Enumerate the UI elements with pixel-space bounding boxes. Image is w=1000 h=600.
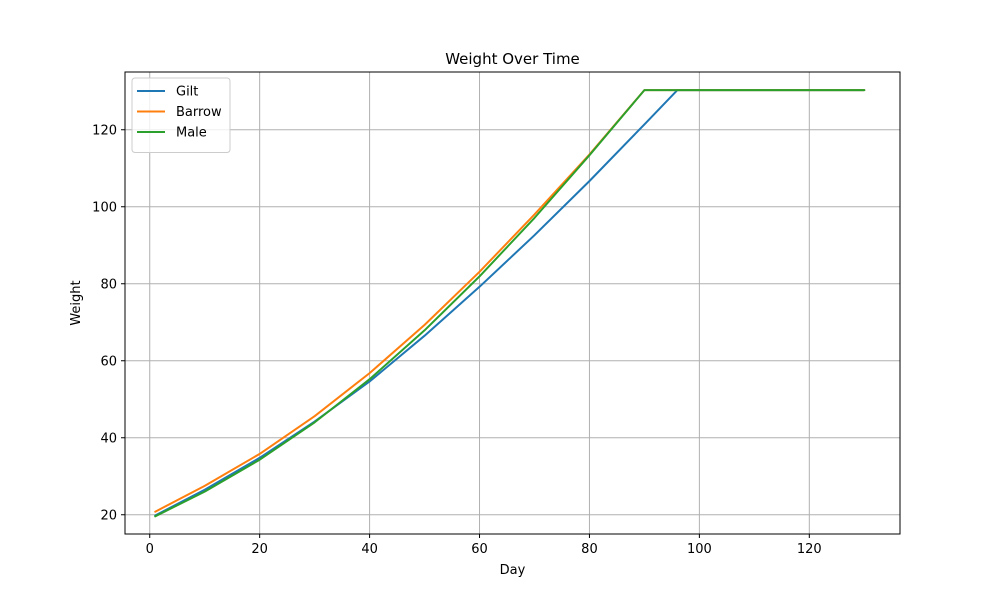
y-tick-label: 20 [100, 508, 117, 523]
legend-label-barrow: Barrow [176, 105, 222, 120]
legend: Gilt Barrow Male [131, 77, 231, 153]
x-tick-label: 120 [797, 542, 822, 557]
x-tick-label: 60 [471, 542, 488, 557]
legend-label-gilt: Gilt [176, 85, 198, 100]
y-tick-label: 120 [92, 123, 117, 138]
legend-label-male: Male [176, 126, 207, 141]
x-tick-label: 0 [146, 542, 154, 557]
x-tick-label: 40 [361, 542, 378, 557]
x-tick-label: 80 [581, 542, 598, 557]
y-tick-label: 100 [92, 200, 117, 215]
series-group [154, 89, 866, 518]
x-tick-label: 100 [687, 542, 712, 557]
y-tick-label: 60 [100, 354, 117, 369]
y-tick-label: 80 [100, 277, 117, 292]
series-line-male [154, 89, 866, 518]
plot-frame [124, 71, 901, 535]
grid [125, 72, 900, 534]
ticks: 0 20 40 60 80 100 120 20 40 60 80 100 120 [92, 123, 822, 557]
x-tick-label: 20 [251, 542, 268, 557]
y-axis-label: Weight [69, 280, 84, 325]
x-axis-label: Day [500, 563, 526, 578]
y-tick-label: 40 [100, 431, 117, 446]
chart-title: Weight Over Time [445, 50, 580, 68]
legend-box [131, 77, 231, 153]
